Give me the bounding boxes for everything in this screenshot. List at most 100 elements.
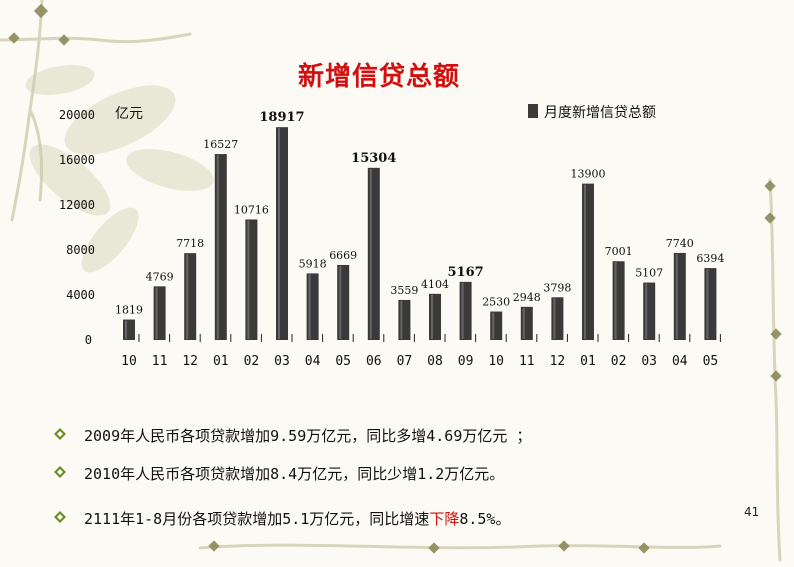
bar-value-label: 15304 — [351, 151, 396, 166]
emphasis-text: 下降 — [429, 510, 460, 528]
x-tick-label: 07 — [397, 354, 413, 369]
x-tick-label: 01 — [580, 354, 596, 369]
bar — [153, 286, 166, 340]
y-unit-label: 亿元 — [115, 106, 143, 122]
bar-highlight — [675, 253, 678, 339]
bar-highlight — [339, 265, 342, 339]
x-tick-label: 02 — [244, 354, 260, 369]
bar-chart: 0 4000 8000 12000 16000 20000 亿元 月度新增信贷总额 181… — [59, 104, 724, 369]
bullet-text: 2010年人民币各项贷款增加8.4万亿元，同比少增1.2万亿元。 — [84, 465, 505, 483]
x-tick-label: 02 — [611, 354, 627, 369]
x-axis: 10 11 12 01 02 03 04 05 06 07 08 09 10 11 12 01 02 03 04 05 — [121, 334, 721, 369]
bar — [123, 319, 135, 340]
bar — [643, 282, 656, 340]
bullet-text-part: 2111年1-8月份各项贷款增加5.1万亿元，同比增速 — [84, 510, 430, 528]
bar-highlight — [247, 220, 250, 339]
bar-highlight — [461, 282, 464, 339]
bar — [429, 293, 441, 340]
bar-value-label: 18917 — [259, 110, 304, 125]
bar-highlight — [492, 312, 495, 339]
x-tick-label: 03 — [641, 354, 657, 369]
diamond-bullet-icon — [54, 466, 66, 478]
bar — [398, 299, 411, 340]
bar-highlight — [400, 300, 403, 339]
legend-label: 月度新增信贷总额 — [544, 105, 656, 121]
bar-value-label: 13900 — [571, 168, 606, 181]
x-tick-label: 01 — [213, 354, 229, 369]
bar-highlight — [308, 274, 311, 339]
bar-value-label: 2948 — [513, 291, 541, 304]
bar-highlight — [125, 320, 127, 339]
bar — [582, 183, 594, 340]
bar-value-label: 16527 — [203, 138, 238, 151]
diamond-bullet-icon — [54, 428, 66, 440]
bar-highlight — [431, 294, 433, 339]
y-tick-label: 16000 — [59, 153, 95, 167]
bar-value-label: 3798 — [543, 281, 571, 294]
bar-highlight — [186, 254, 189, 339]
bar-value-label: 3559 — [390, 284, 418, 297]
bar-value-label: 4104 — [421, 278, 449, 291]
legend: 月度新增信贷总额 — [528, 104, 656, 121]
bar-highlight — [369, 168, 372, 339]
bullet-text: 2111年1-8月份各项贷款增加5.1万亿元，同比增速下降8.5%。 — [84, 508, 510, 529]
bar — [276, 127, 288, 340]
bar-value-label: 7740 — [666, 237, 694, 250]
legend-swatch — [528, 104, 538, 118]
x-tick-label: 05 — [703, 354, 719, 369]
x-tick-label: 04 — [672, 354, 688, 369]
bar-highlight — [155, 287, 158, 339]
x-tick-label: 08 — [427, 354, 443, 369]
bar — [245, 219, 258, 340]
x-tick-label: 05 — [335, 354, 351, 369]
x-tick-label: 11 — [152, 354, 168, 369]
diamond-bullet-icon — [54, 511, 66, 523]
page-number: 41 — [744, 505, 760, 519]
bar-highlight — [614, 262, 617, 339]
slide-title: 新增信贷总额 — [298, 62, 461, 92]
x-tick-label: 11 — [519, 354, 535, 369]
bar-highlight — [522, 307, 525, 339]
bar — [612, 261, 625, 340]
bar — [214, 154, 227, 340]
bar — [673, 252, 686, 340]
bar-highlight — [216, 155, 219, 339]
bar — [490, 311, 503, 340]
x-tick-label: 03 — [274, 354, 290, 369]
bar — [520, 306, 533, 340]
bar-highlight — [553, 298, 556, 339]
bar-value-label: 1819 — [115, 304, 143, 317]
bar-value-label: 4769 — [146, 270, 174, 283]
y-tick-label: 12000 — [59, 198, 95, 212]
x-tick-label: 12 — [182, 354, 198, 369]
bar-value-label: 5107 — [635, 267, 663, 280]
y-tick-label: 0 — [85, 333, 92, 347]
bar — [306, 273, 319, 340]
bar-value-label: 5167 — [448, 265, 484, 280]
bullet-text: 2009年人民币各项贷款增加9.59万亿元，同比多增4.69万亿元 ； — [84, 427, 532, 445]
x-tick-label: 12 — [550, 354, 566, 369]
bar-highlight — [584, 184, 586, 339]
bar-highlight — [706, 269, 709, 339]
x-tick-label: 04 — [305, 354, 321, 369]
x-tick-label: 10 — [488, 354, 504, 369]
bar — [704, 268, 717, 340]
y-tick-label: 4000 — [66, 288, 95, 302]
bar-value-label: 10716 — [234, 203, 269, 216]
bar-value-label: 5918 — [299, 257, 327, 270]
bar-value-label: 7718 — [176, 237, 204, 250]
y-axis: 0 4000 8000 12000 16000 20000 — [59, 108, 95, 347]
x-tick-label: 09 — [458, 354, 474, 369]
bar-highlight — [278, 128, 280, 339]
bar — [367, 167, 380, 340]
x-tick-label: 10 — [121, 354, 137, 369]
bars — [123, 127, 717, 340]
bar — [337, 264, 350, 340]
bar — [459, 281, 472, 340]
bar-value-label: 6394 — [696, 252, 724, 265]
y-tick-label: 8000 — [66, 243, 95, 257]
bar — [184, 253, 197, 340]
x-tick-label: 06 — [366, 354, 382, 369]
y-tick-label: 20000 — [59, 108, 95, 122]
